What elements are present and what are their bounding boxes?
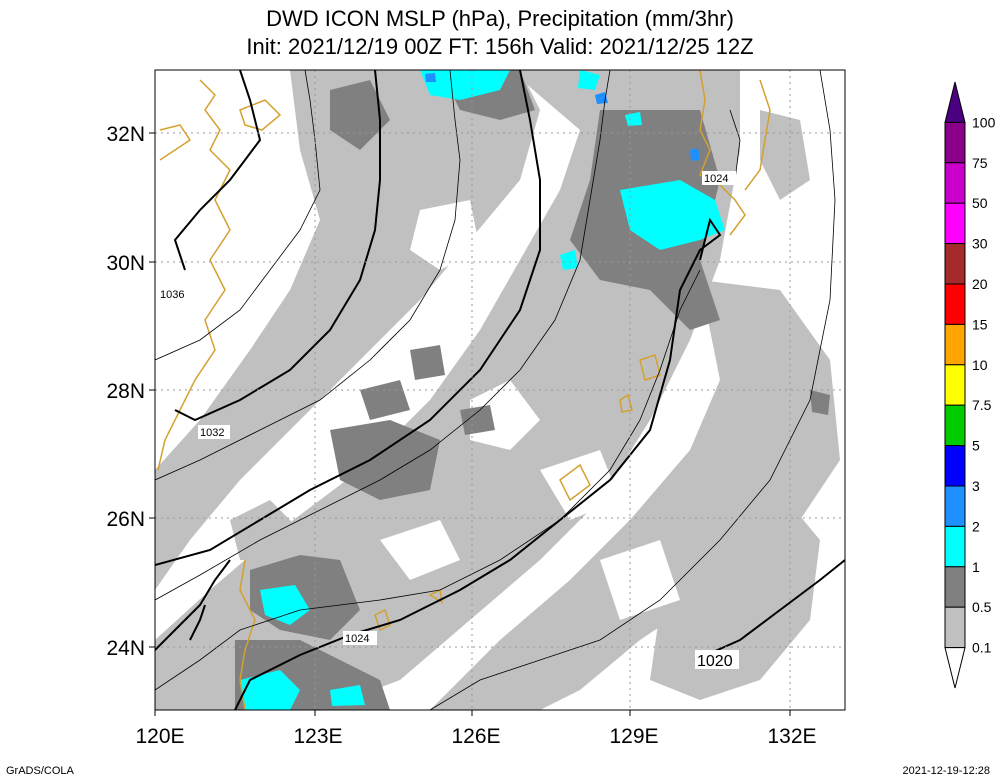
footer-timestamp: 2021-12-19-12:28 bbox=[902, 765, 990, 777]
gridlines bbox=[155, 70, 845, 710]
legend-label: 3 bbox=[972, 478, 980, 494]
y-tick-label: 24N bbox=[106, 637, 145, 660]
legend-label: 0.5 bbox=[972, 599, 992, 615]
precip-heavy-areas bbox=[240, 70, 725, 710]
x-tick-label: 129E bbox=[609, 725, 658, 748]
isobar-label: 1024 bbox=[345, 633, 369, 645]
legend-swatch bbox=[944, 485, 966, 527]
legend-label: 15 bbox=[972, 316, 988, 332]
map-subtitle: Init: 2021/12/19 00Z FT: 156h Valid: 202… bbox=[246, 34, 754, 59]
legend-label: 50 bbox=[972, 195, 988, 211]
footer-credit: GrADS/COLA bbox=[6, 765, 74, 777]
legend-label: 7.5 bbox=[972, 397, 992, 413]
legend-label: 2 bbox=[972, 518, 980, 534]
y-tick-label: 30N bbox=[106, 252, 145, 275]
x-tick-label: 123E bbox=[293, 725, 342, 748]
y-axis-labels: 32N 30N 28N 26N 24N bbox=[106, 123, 145, 660]
legend-swatch bbox=[944, 243, 966, 285]
y-tick-label: 26N bbox=[106, 508, 145, 531]
legend-swatch bbox=[944, 323, 966, 366]
coastlines bbox=[157, 70, 771, 710]
color-legend: 0.1 0.5 1 2 3 5 7.5 10 15 20 30 50 75 100 bbox=[944, 81, 996, 689]
legend-label: 5 bbox=[972, 438, 980, 454]
legend-swatch bbox=[944, 202, 966, 245]
legend-swatch bbox=[944, 404, 966, 447]
isobar-label: 1032 bbox=[200, 427, 224, 439]
isobar-label: 1024 bbox=[704, 173, 728, 185]
legend-swatch bbox=[944, 606, 966, 649]
legend-swatch bbox=[944, 566, 966, 608]
y-tick-label: 28N bbox=[106, 380, 145, 403]
legend-label: 1 bbox=[972, 559, 980, 575]
legend-label: 75 bbox=[972, 155, 988, 171]
x-axis-labels: 120E 123E 126E 129E 132E bbox=[135, 725, 816, 748]
legend-swatch bbox=[944, 283, 966, 325]
isobar-label: 1036 bbox=[160, 289, 184, 301]
legend-swatch bbox=[944, 445, 966, 487]
isobar-labels: 1036 1032 1024 1024 1020 bbox=[158, 171, 739, 670]
legend-swatch bbox=[944, 162, 966, 204]
legend-label: 30 bbox=[972, 236, 988, 252]
legend-swatch bbox=[944, 525, 966, 568]
y-tick-label: 32N bbox=[106, 123, 145, 146]
legend-label: 100 bbox=[972, 114, 996, 130]
map-title: DWD ICON MSLP (hPa), Precipitation (mm/3… bbox=[266, 6, 734, 31]
isobars-thin bbox=[155, 70, 836, 710]
legend-label: 10 bbox=[972, 357, 988, 373]
legend-swatch bbox=[944, 81, 966, 123]
legend-label: 0.1 bbox=[972, 640, 992, 656]
x-tick-label: 126E bbox=[451, 725, 500, 748]
x-tick-label: 132E bbox=[767, 725, 816, 748]
axis-ticks bbox=[149, 132, 791, 716]
legend-swatch bbox=[944, 364, 966, 406]
x-tick-label: 120E bbox=[135, 725, 184, 748]
legend-label: 20 bbox=[972, 276, 988, 292]
legend-swatch bbox=[944, 121, 966, 164]
legend-swatch bbox=[944, 647, 966, 689]
isobar-label: 1020 bbox=[697, 653, 733, 670]
